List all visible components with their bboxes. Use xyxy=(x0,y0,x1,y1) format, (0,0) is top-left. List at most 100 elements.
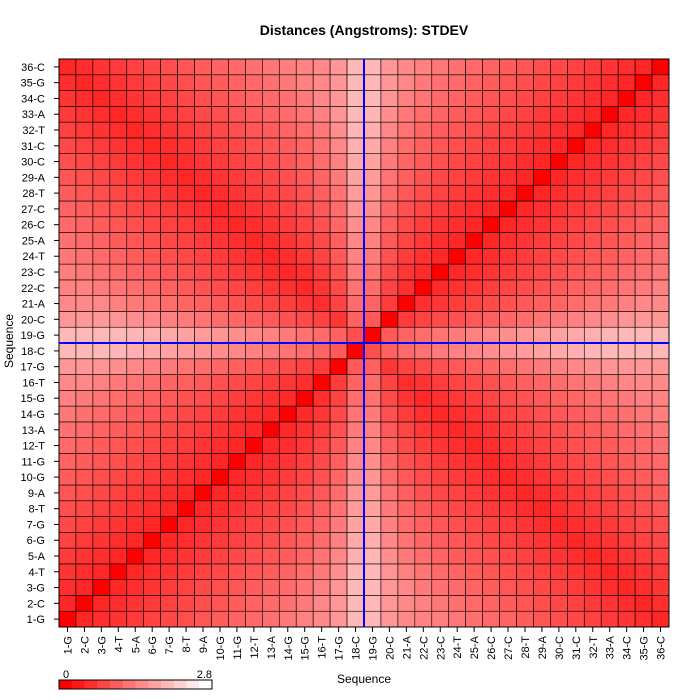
heatmap-cell xyxy=(651,137,670,154)
heatmap-cell xyxy=(363,468,382,486)
heatmap-cell xyxy=(109,610,128,628)
heatmap-cell xyxy=(126,532,145,549)
heatmap-cell xyxy=(109,358,128,375)
heatmap-cell xyxy=(465,579,483,596)
heatmap-cell xyxy=(380,405,399,423)
heatmap-cell xyxy=(177,311,195,328)
heatmap-cell xyxy=(126,169,145,186)
heatmap-cell xyxy=(380,326,399,344)
heatmap-cell xyxy=(414,516,433,533)
heatmap-cell xyxy=(482,106,500,123)
heatmap-cell xyxy=(194,405,212,423)
heatmap-cell xyxy=(617,153,636,170)
heatmap-cell xyxy=(533,563,551,580)
heatmap-cell xyxy=(177,547,195,565)
heatmap-cell xyxy=(651,563,670,580)
heatmap-cell xyxy=(126,342,145,360)
heatmap-cell xyxy=(109,169,128,186)
heatmap-cell xyxy=(160,390,178,407)
heatmap-cell xyxy=(160,342,178,360)
heatmap-cell xyxy=(245,437,263,454)
heatmap-cell xyxy=(58,453,77,470)
heatmap-cell xyxy=(533,374,551,391)
heatmap-cell xyxy=(380,468,399,486)
heatmap-cell xyxy=(228,90,246,107)
heatmap-cell xyxy=(58,547,77,565)
heatmap-cell xyxy=(465,106,483,123)
heatmap-cell xyxy=(278,374,297,391)
heatmap-cell xyxy=(211,421,229,438)
heatmap-cell xyxy=(245,311,263,328)
heatmap-cell xyxy=(533,200,551,218)
heatmap-cell xyxy=(211,500,229,517)
heatmap-cell xyxy=(482,532,500,549)
heatmap-cell xyxy=(448,405,466,423)
heatmap-cell xyxy=(448,484,466,502)
heatmap-cell xyxy=(363,263,382,281)
heatmap-cell xyxy=(617,106,636,123)
heatmap-cell xyxy=(617,279,636,296)
heatmap-cell xyxy=(160,579,178,596)
heatmap-cell xyxy=(583,421,602,438)
heatmap-cell xyxy=(516,390,534,407)
heatmap-cell xyxy=(397,437,416,454)
heatmap-cell xyxy=(414,421,433,438)
heatmap-cell xyxy=(312,248,331,265)
heatmap-cell xyxy=(617,453,636,470)
heatmap-cell xyxy=(228,295,246,312)
heatmap-cell xyxy=(92,200,111,218)
heatmap-cell xyxy=(634,279,653,296)
x-tick-label: 7-G xyxy=(164,636,176,654)
heatmap-cell xyxy=(499,579,517,596)
heatmap-cell xyxy=(634,563,653,580)
heatmap-cell xyxy=(58,500,77,517)
heatmap-cell xyxy=(295,374,314,391)
heatmap-cell xyxy=(583,342,602,360)
heatmap-cell xyxy=(651,263,670,281)
heatmap-cell xyxy=(600,232,619,249)
heatmap-cell xyxy=(262,295,280,312)
heatmap-cell xyxy=(329,232,348,249)
heatmap-cell xyxy=(143,106,161,123)
heatmap-cell xyxy=(397,342,416,360)
heatmap-cell xyxy=(75,216,94,233)
heatmap-cell xyxy=(143,547,161,565)
x-tick-label: 28-T xyxy=(520,636,532,659)
heatmap-cell xyxy=(160,216,178,233)
heatmap-cell xyxy=(651,216,670,233)
heatmap-cell xyxy=(312,216,331,233)
heatmap-cell xyxy=(363,421,382,438)
heatmap-cell xyxy=(312,579,331,596)
heatmap-cell xyxy=(397,184,416,202)
heatmap-cell xyxy=(550,595,568,612)
heatmap-cell xyxy=(651,453,670,470)
heatmap-cell xyxy=(600,484,619,502)
heatmap-cell xyxy=(346,248,365,265)
heatmap-cell xyxy=(312,437,331,454)
heatmap-cell xyxy=(600,311,619,328)
heatmap-cell xyxy=(600,169,619,186)
heatmap-cell xyxy=(177,579,195,596)
heatmap-cell xyxy=(583,579,602,596)
heatmap-cell xyxy=(533,579,551,596)
heatmap-cell xyxy=(482,263,500,281)
heatmap-cell xyxy=(499,137,517,154)
heatmap-cell xyxy=(211,74,229,91)
heatmap-cell xyxy=(126,484,145,502)
heatmap-cell xyxy=(363,374,382,391)
heatmap-cell xyxy=(278,579,297,596)
heatmap-cell xyxy=(245,121,263,139)
heatmap-cell xyxy=(380,358,399,375)
heatmap-cell xyxy=(380,342,399,360)
heatmap-cell xyxy=(262,169,280,186)
heatmap-cell xyxy=(533,58,551,76)
y-tick-label: 8-T xyxy=(29,504,46,516)
heatmap-cell xyxy=(228,74,246,91)
heatmap-cell xyxy=(228,610,246,628)
heatmap-cell xyxy=(482,437,500,454)
heatmap-cell xyxy=(583,563,602,580)
heatmap-cell xyxy=(431,248,450,265)
x-tick-label: 2-C xyxy=(79,636,91,654)
heatmap-cell xyxy=(295,137,314,154)
heatmap-cell xyxy=(448,248,466,265)
